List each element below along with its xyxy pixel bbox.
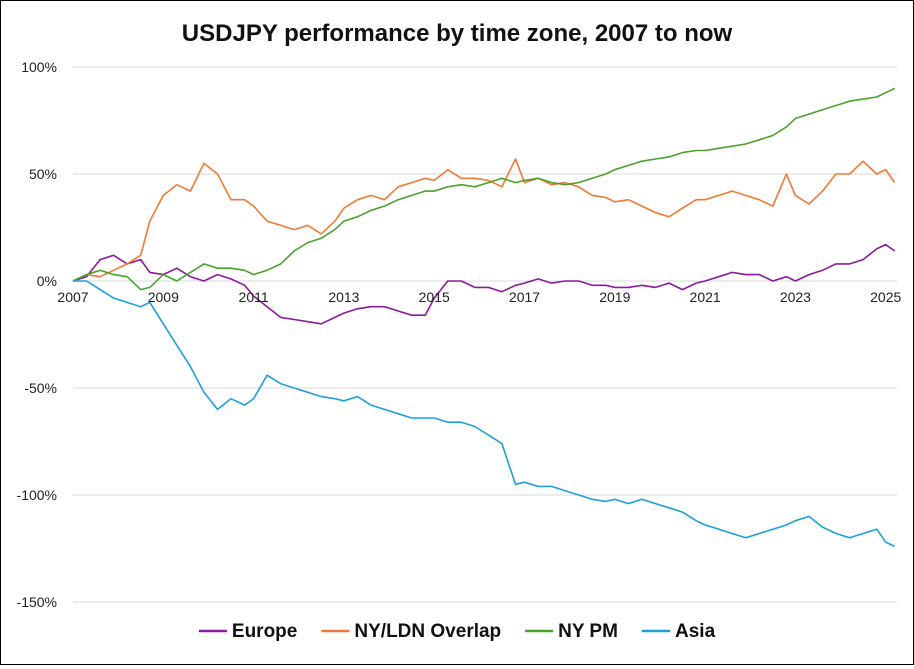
x-tick-label: 2009 [148, 289, 179, 305]
x-tick-label: 2021 [690, 289, 721, 305]
legend-label: Europe [232, 621, 297, 642]
y-tick-label: -150% [17, 594, 57, 610]
x-tick-label: 2019 [599, 289, 630, 305]
legend-label: Asia [675, 621, 716, 642]
series-line-asia [73, 280, 896, 548]
gridlines [73, 66, 897, 603]
x-axis-tick-labels: 2007 2009 2011 2013 2015 2017 2019 2021 2023 2025 [57, 289, 901, 305]
x-tick-label: 2015 [419, 289, 450, 305]
y-tick-label: 50% [29, 166, 57, 182]
x-tick-label: 2017 [509, 289, 540, 305]
y-tick-label: -50% [24, 380, 57, 396]
x-tick-label: 2011 [239, 289, 269, 305]
series-line-europe [72, 243, 896, 325]
x-tick-label: 2023 [780, 289, 811, 305]
legend-item: NY/LDN Overlap [321, 621, 501, 642]
y-tick-label: -100% [17, 487, 57, 503]
chart-title: USDJPY performance by time zone, 2007 to… [182, 20, 733, 47]
x-tick-label: 2025 [870, 289, 901, 305]
y-axis-tick-labels: 100% 50% 0% -50% -100% -150% [17, 59, 57, 610]
x-tick-label: 2007 [57, 289, 88, 305]
legend-label: NY/LDN Overlap [354, 621, 501, 642]
legend-item: Europe [198, 621, 297, 642]
y-tick-label: 0% [37, 273, 57, 289]
series-line-ny-ldn-overlap [72, 158, 896, 282]
series-lines [72, 87, 896, 548]
legend-label: NY PM [558, 621, 618, 642]
y-tick-label: 100% [21, 59, 57, 75]
legend-item: NY PM [525, 621, 618, 642]
legend-item: Asia [642, 621, 716, 642]
series-line-ny-pm [72, 87, 896, 291]
x-tick-label: 2013 [328, 289, 359, 305]
legend: Europe NY/LDN Overlap NY PM Asia [198, 621, 716, 642]
